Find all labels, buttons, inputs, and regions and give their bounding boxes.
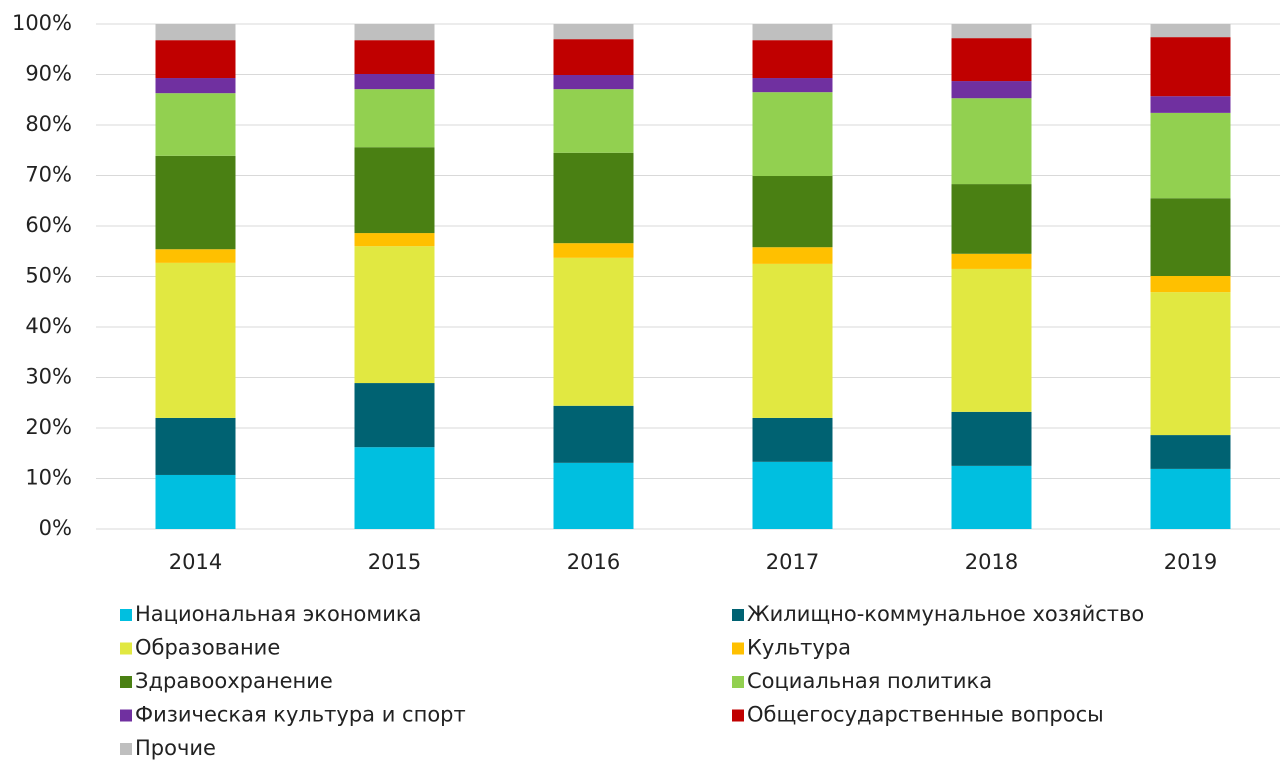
bar-segment	[354, 24, 435, 41]
bar-segment	[752, 417, 833, 462]
bar-segment	[155, 155, 236, 250]
bar-segment	[553, 24, 634, 40]
bar-segment	[155, 262, 236, 418]
bar-segment	[752, 40, 833, 79]
y-tick-label: 90%	[25, 62, 72, 86]
legend-swatch	[120, 609, 132, 621]
y-tick-label: 20%	[25, 415, 72, 439]
bar-segment	[752, 263, 833, 418]
bar-segment	[553, 462, 634, 529]
bar-segment	[951, 24, 1032, 39]
bar-segment	[354, 447, 435, 529]
bar-segment	[354, 40, 435, 74]
bar-segment	[155, 24, 236, 41]
bar-segment	[1150, 198, 1231, 276]
bar-segment	[1150, 292, 1231, 436]
bar-segment	[1150, 112, 1231, 199]
bar-segment	[951, 98, 1032, 185]
bar-segment	[1150, 24, 1231, 38]
y-tick-label: 70%	[25, 163, 72, 187]
bar-segment	[553, 257, 634, 406]
bar-segment	[752, 24, 833, 41]
bar-segment	[553, 75, 634, 90]
legend-label: Национальная экономика	[135, 602, 421, 626]
y-tick-label: 50%	[25, 264, 72, 288]
bar-segment	[553, 243, 634, 258]
bar-segment	[951, 184, 1032, 254]
bar-segment	[354, 89, 435, 148]
bar-segment	[951, 268, 1032, 412]
x-tick-label: 2016	[567, 550, 620, 574]
y-tick-label: 100%	[12, 11, 72, 35]
bar-segment	[155, 249, 236, 263]
bar-segment	[1150, 96, 1231, 113]
y-tick-label: 30%	[25, 365, 72, 389]
legend-swatch	[120, 642, 132, 655]
bar-segment	[354, 383, 435, 448]
legend-label: Социальная политика	[747, 669, 992, 693]
y-tick-label: 40%	[25, 314, 72, 338]
x-tick-label: 2019	[1164, 550, 1217, 574]
bar-segment	[354, 233, 435, 247]
bar-segment	[951, 38, 1032, 82]
legend-swatch	[120, 676, 132, 688]
x-tick-label: 2015	[368, 550, 421, 574]
bar-segment	[1150, 37, 1231, 97]
bar-segment	[155, 474, 236, 529]
bar-segment	[752, 247, 833, 264]
x-tick-label: 2014	[169, 550, 222, 574]
bar-segment	[354, 246, 435, 384]
bar-segment	[752, 461, 833, 529]
legend-swatch	[120, 743, 132, 755]
legend-swatch	[732, 642, 744, 655]
bar-segment	[752, 78, 833, 93]
legend-label: Образование	[135, 636, 280, 660]
legend-swatch	[732, 609, 744, 621]
bar-segment	[951, 465, 1032, 529]
legend-swatch	[120, 709, 132, 722]
bar-segment	[553, 89, 634, 153]
bar-segment	[553, 405, 634, 463]
legend-label: Культура	[747, 636, 851, 660]
bar-segment	[354, 147, 435, 234]
y-tick-label: 10%	[25, 466, 72, 490]
legend-swatch	[732, 676, 744, 688]
bar-segment	[155, 40, 236, 79]
bar-segment	[752, 176, 833, 248]
bar-segment	[354, 73, 435, 90]
y-tick-label: 60%	[25, 213, 72, 237]
bar-segment	[951, 81, 1032, 99]
bar-segment	[951, 253, 1032, 269]
legend-label: Здравоохранение	[135, 669, 333, 693]
y-tick-label: 80%	[25, 112, 72, 136]
legend-swatch	[732, 709, 744, 722]
bar-segment	[1150, 435, 1231, 469]
legend-label: Физическая культура и спорт	[135, 703, 466, 727]
bar-segment	[155, 78, 236, 94]
bar-segment	[752, 92, 833, 177]
y-tick-label: 0%	[39, 516, 72, 540]
bar-segment	[155, 417, 236, 475]
bar-segment	[553, 39, 634, 76]
x-tick-label: 2017	[766, 550, 819, 574]
legend-label: Прочие	[135, 736, 216, 760]
bar-segment	[1150, 275, 1231, 293]
bar-segment	[1150, 468, 1231, 529]
bar-segment	[951, 411, 1032, 466]
bar-segment	[155, 93, 236, 156]
legend-label: Общегосударственные вопросы	[747, 703, 1104, 727]
x-tick-label: 2018	[965, 550, 1018, 574]
bar-segment	[553, 152, 634, 244]
legend-label: Жилищно-коммунальное хозяйство	[747, 602, 1144, 626]
